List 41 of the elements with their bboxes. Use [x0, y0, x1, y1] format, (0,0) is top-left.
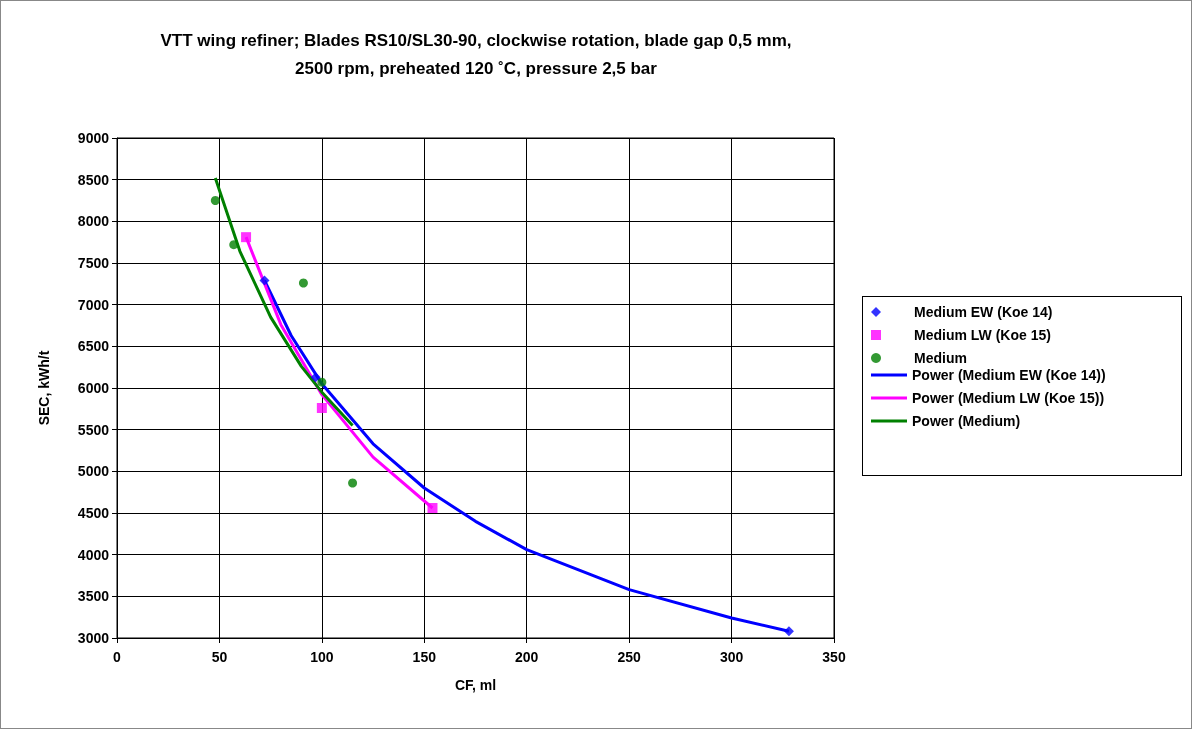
- chart-title: VTT wing refiner; Blades RS10/SL30-90, clockwise rotation, blade gap 0,5 mm, 2500 rpm, preheated 120 ˚C, pressure 2,5 bar: [160, 30, 792, 78]
- point: [259, 275, 270, 286]
- y-tick-label: 3000: [77, 630, 110, 646]
- legend-label: Medium: [914, 350, 967, 366]
- point: [348, 478, 358, 488]
- point: [783, 626, 794, 637]
- legend-label: Power (Medium EW (Koe 14)): [912, 367, 1106, 383]
- legend-label: Power (Medium): [912, 413, 1021, 429]
- line-series: [213, 176, 355, 427]
- y-tick-label: 6000: [77, 380, 110, 396]
- point: [317, 377, 327, 387]
- y-tick-label: 3500: [77, 588, 110, 605]
- x-tick-label: 350: [822, 649, 846, 665]
- x-tick-label: 300: [719, 649, 744, 665]
- point: [427, 503, 438, 513]
- legend-label: Medium EW (Koe 14): [914, 304, 1053, 320]
- y-tick-label: 8500: [77, 171, 110, 188]
- point: [241, 232, 252, 243]
- x-tick-label: 150: [412, 649, 437, 665]
- y-tick-label: 8000: [77, 213, 110, 230]
- x-tick-label: 200: [515, 649, 539, 665]
- y-tick-label: 9000: [77, 130, 110, 146]
- legend-label: Medium LW (Koe 15): [914, 327, 1051, 343]
- legend-label: Power (Medium LW (Koe 15)): [912, 390, 1105, 406]
- y-axis-title: SEC, kWh/t: [36, 350, 52, 426]
- y-tick-label: 7000: [77, 296, 110, 313]
- x-tick-label: 0: [113, 649, 122, 665]
- x-tick-label: 100: [310, 649, 334, 665]
- y-tick-label: 5500: [77, 421, 110, 438]
- point: [298, 278, 308, 288]
- y-tick-label: 4500: [77, 505, 110, 521]
- point: [210, 196, 220, 205]
- point: [310, 372, 321, 383]
- x-tick-label: 250: [617, 649, 642, 665]
- x-tick-label: 50: [211, 649, 228, 665]
- point: [316, 403, 327, 413]
- y-tick-label: 7500: [77, 255, 110, 271]
- y-tick-label: 5000: [77, 463, 110, 480]
- x-axis-title: CF, ml: [454, 677, 497, 693]
- y-tick-label: 4000: [77, 546, 110, 563]
- y-tick-label: 6500: [77, 338, 110, 355]
